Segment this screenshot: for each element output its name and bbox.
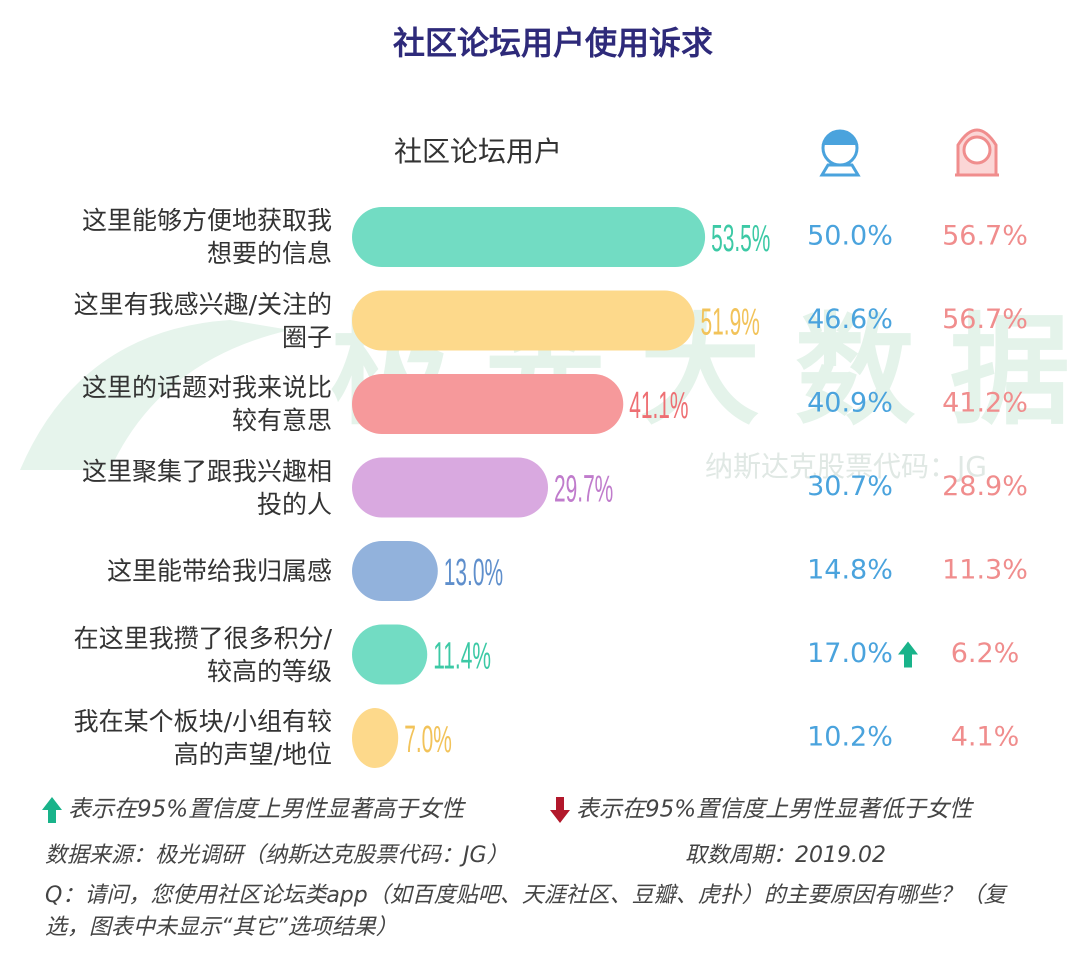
female-value: 6.2% <box>951 638 1020 669</box>
female-value: 56.7% <box>942 304 1028 335</box>
bar <box>352 374 624 434</box>
value-label: 11.4% <box>433 635 491 677</box>
significance-up <box>898 641 918 668</box>
value-label: 13.0% <box>444 552 503 594</box>
bar <box>352 207 706 267</box>
value-label: 53.5% <box>711 218 770 260</box>
category-label: 这里能够方便地获取我想要的信息 <box>81 206 332 268</box>
male-icon <box>819 129 861 177</box>
period: 取数周期：2019.02 <box>685 843 886 868</box>
category-label: 我在某个板块/小组有较高的声望/地位 <box>73 707 332 769</box>
source: 数据来源：极光调研（纳斯达克股票代码：JG） <box>45 843 509 868</box>
bar <box>352 457 549 518</box>
male-value: 50.0% <box>807 221 893 252</box>
male-value: 14.8% <box>807 555 893 586</box>
male-value: 17.0% <box>807 638 893 669</box>
male-value: 30.7% <box>807 471 893 502</box>
legend-up-icon <box>42 797 62 823</box>
chart-title: 社区论坛用户使用诉求 <box>393 24 713 62</box>
male-value: 40.9% <box>807 388 893 419</box>
female-value: 41.2% <box>942 388 1028 419</box>
question: Q：请问，您使用社区论坛类app（如百度贴吧、天涯社区、豆瓣、虎扑）的主要原因有… <box>45 883 1006 940</box>
value-label: 7.0% <box>404 719 452 761</box>
female-value: 56.7% <box>942 221 1028 252</box>
legend-down: 表示在95%置信度上男性显著低于女性 <box>576 797 974 823</box>
legend-down-icon <box>550 797 570 823</box>
subtitle: 社区论坛用户 <box>394 135 562 168</box>
female-value: 11.3% <box>942 555 1028 586</box>
category-label: 在这里我攒了很多积分/较高的等级 <box>73 623 332 686</box>
bar <box>352 624 428 685</box>
value-label: 29.7% <box>554 468 613 510</box>
bar <box>352 290 695 351</box>
category-label: 这里能带给我归属感 <box>106 556 332 586</box>
category-label: 这里有我感兴趣/关注的圈子 <box>73 289 332 352</box>
bar <box>352 541 438 601</box>
value-label: 51.9% <box>701 301 760 343</box>
female-value: 4.1% <box>951 722 1020 753</box>
female-value: 28.9% <box>942 471 1028 502</box>
watermark-logo <box>20 320 290 470</box>
male-value: 46.6% <box>807 304 893 335</box>
female-icon <box>955 128 999 177</box>
category-label: 这里聚集了跟我兴趣相投的人 <box>81 456 332 519</box>
category-label: 这里的话题对我来说比较有意思 <box>81 373 332 435</box>
value-label: 41.1% <box>629 385 688 427</box>
male-value: 10.2% <box>807 722 893 753</box>
watermark-sub: 纳斯达克股票代码：JG <box>705 450 987 483</box>
bar <box>352 708 399 768</box>
legend-up: 表示在95%置信度上男性显著高于女性 <box>68 797 466 823</box>
